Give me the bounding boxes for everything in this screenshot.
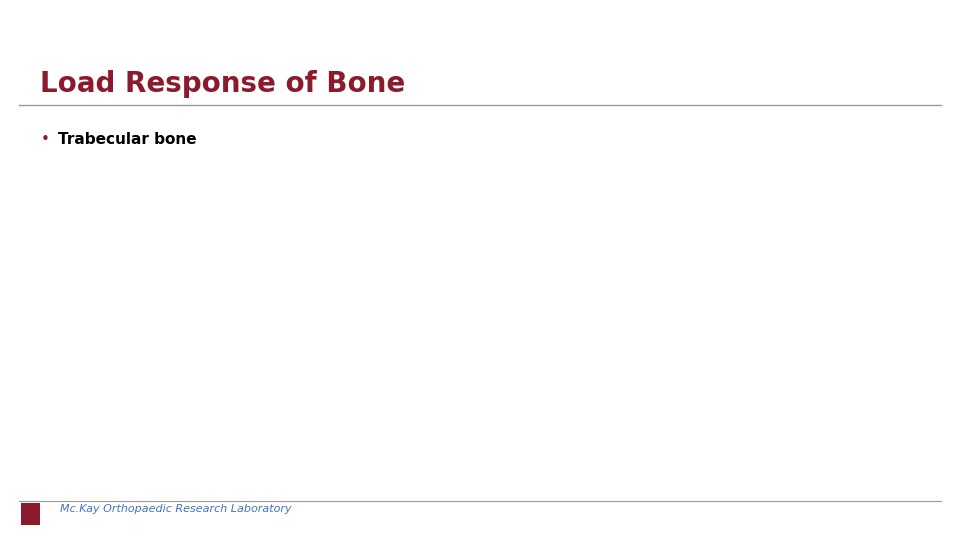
Text: Mc.Kay Orthopaedic Research Laboratory: Mc.Kay Orthopaedic Research Laboratory: [60, 504, 291, 514]
Text: Load Response of Bone: Load Response of Bone: [40, 70, 405, 98]
Text: Trabecular bone: Trabecular bone: [58, 132, 196, 147]
Text: •: •: [40, 132, 49, 147]
FancyBboxPatch shape: [21, 503, 40, 525]
